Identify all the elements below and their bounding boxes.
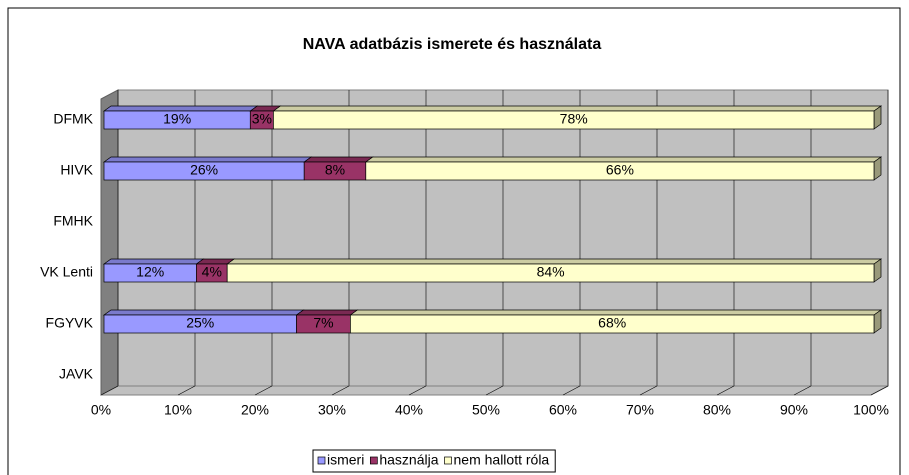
legend-swatch: [369, 456, 378, 465]
data-label: 84%: [537, 264, 565, 280]
grid-line: [870, 385, 889, 396]
grid-line: [793, 385, 812, 396]
x-tick-label: 70%: [626, 402, 654, 418]
x-tick-label: 50%: [472, 402, 500, 418]
data-label: 25%: [186, 315, 214, 331]
grid-line: [177, 385, 196, 396]
x-tick-label: 40%: [395, 402, 423, 418]
data-label: 19%: [163, 111, 191, 127]
legend: [312, 449, 556, 473]
grid-line: [254, 385, 273, 396]
x-tick-label: 30%: [318, 402, 346, 418]
chart-title: NAVA adatbázis ismerete és használata: [303, 36, 602, 53]
legend-label: használja: [379, 452, 438, 468]
legend-swatch: [444, 456, 452, 465]
grid-line: [408, 385, 427, 396]
side-wall: [100, 89, 119, 396]
data-label: 12%: [136, 264, 164, 280]
data-label: 8%: [325, 162, 345, 178]
legend-swatch: [317, 456, 326, 465]
x-tick-label: 90%: [780, 402, 808, 418]
x-tick-label: 0%: [91, 402, 111, 418]
y-tick-label: DFMK: [53, 111, 93, 127]
grid-line: [716, 385, 735, 396]
x-tick-label: 20%: [241, 402, 269, 418]
bar: [365, 161, 875, 181]
grid-line: [639, 385, 658, 396]
data-label: 68%: [598, 315, 626, 331]
bar: [350, 314, 875, 334]
x-tick-label: 60%: [549, 402, 577, 418]
x-tick-label: 100%: [853, 402, 889, 418]
y-tick-label: JAVK: [59, 366, 94, 382]
data-label: 78%: [560, 111, 588, 127]
y-tick-label: FMHK: [53, 213, 93, 229]
grid-line: [331, 385, 350, 396]
y-tick-label: FGYVK: [46, 315, 94, 331]
y-tick-label: VK Lenti: [40, 264, 93, 280]
data-label: 66%: [606, 162, 634, 178]
bar: [226, 263, 875, 283]
legend-label: nem hallott róla: [454, 452, 550, 468]
data-label: 26%: [190, 162, 218, 178]
grid-line: [100, 385, 119, 396]
data-label: 7%: [313, 315, 333, 331]
data-label: 3%: [252, 111, 272, 127]
x-tick-label: 10%: [164, 402, 192, 418]
grid-line: [485, 385, 504, 396]
grid-line: [562, 385, 581, 396]
y-tick-label: HIVK: [60, 162, 93, 178]
data-label: 4%: [202, 264, 222, 280]
x-tick-label: 80%: [703, 402, 731, 418]
bar: [273, 110, 875, 130]
legend-label: ismeri: [327, 452, 364, 468]
